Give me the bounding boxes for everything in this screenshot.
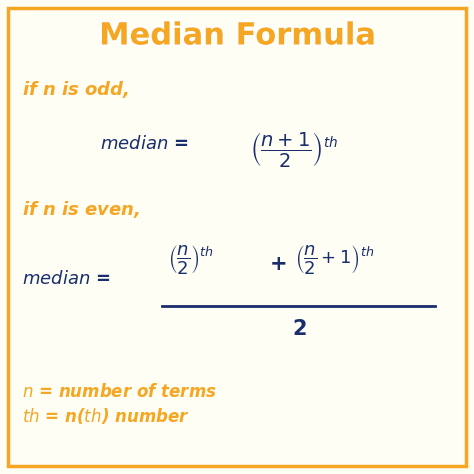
Text: $\left(\dfrac{n+1}{2}\right)^{th}$: $\left(\dfrac{n+1}{2}\right)^{th}$ bbox=[250, 129, 338, 168]
Text: 2: 2 bbox=[293, 319, 307, 339]
Text: +: + bbox=[270, 254, 288, 274]
Text: $\left(\dfrac{n}{2}+1\right)^{th}$: $\left(\dfrac{n}{2}+1\right)^{th}$ bbox=[295, 243, 374, 275]
Text: $\mathit{median}$ =: $\mathit{median}$ = bbox=[100, 135, 189, 153]
Text: $\mathit{median}$ =: $\mathit{median}$ = bbox=[22, 270, 111, 288]
Text: $\left(\dfrac{n}{2}\right)^{th}$: $\left(\dfrac{n}{2}\right)^{th}$ bbox=[168, 243, 214, 275]
Text: if $\bfit{n}$ is even,: if $\bfit{n}$ is even, bbox=[22, 199, 140, 219]
Text: $\mathit{n}$ = number of terms: $\mathit{n}$ = number of terms bbox=[22, 383, 217, 401]
Text: Median Formula: Median Formula bbox=[99, 21, 375, 51]
Text: $\mathit{th}$ = n($\mathit{th}$) number: $\mathit{th}$ = n($\mathit{th}$) number bbox=[22, 406, 190, 426]
Text: if $\bfit{n}$ is odd,: if $\bfit{n}$ is odd, bbox=[22, 79, 129, 100]
